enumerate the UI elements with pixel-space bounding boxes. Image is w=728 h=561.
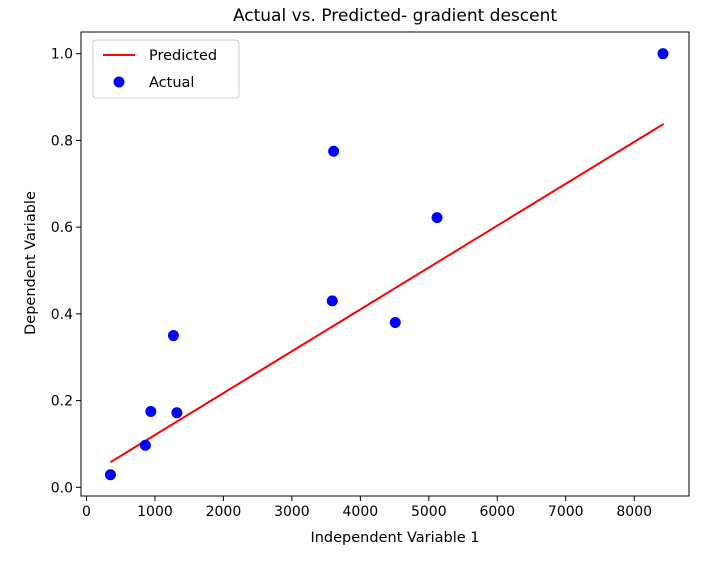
x-tick-label: 4000: [343, 504, 379, 520]
y-tick-label: 0.2: [51, 394, 73, 410]
actual-point: [139, 439, 151, 451]
y-tick-label: 0.4: [51, 307, 73, 323]
legend-label: Actual: [149, 75, 194, 91]
x-tick-label: 7000: [548, 504, 584, 520]
y-tick-label: 1.0: [51, 47, 73, 63]
chart-title: Actual vs. Predicted- gradient descent: [233, 6, 557, 26]
x-tick-label: 8000: [616, 504, 652, 520]
actual-point: [431, 212, 443, 224]
x-tick-label: 3000: [274, 504, 310, 520]
actual-point: [389, 317, 401, 329]
actual-point: [657, 48, 669, 60]
x-tick-label: 1000: [137, 504, 173, 520]
actual-point: [145, 405, 157, 417]
actual-point: [167, 330, 179, 342]
y-axis-title: Dependent Variable: [23, 191, 39, 335]
actual-point: [326, 295, 338, 307]
y-tick-label: 0.0: [51, 480, 73, 496]
y-tick-label: 0.8: [51, 133, 73, 149]
actual-point: [104, 469, 116, 481]
plot-frame: [80, 31, 690, 497]
x-tick-label: 6000: [479, 504, 515, 520]
actual-point: [171, 407, 183, 419]
x-tick-label: 5000: [411, 504, 447, 520]
predicted-line: [109, 123, 665, 464]
legend-marker-swatch: [113, 76, 125, 88]
legend-label: Predicted: [149, 48, 217, 64]
actual-point: [328, 145, 340, 157]
x-tick-label: 2000: [206, 504, 242, 520]
plot-area: 0 1000 2000 3000 4000 5000 6000 7000 8000 0.0 0.2 0…: [51, 31, 690, 520]
y-tick-label: 0.6: [51, 220, 73, 236]
x-tick-label: 0: [82, 504, 91, 520]
x-axis-title: Independent Variable 1: [310, 530, 479, 546]
